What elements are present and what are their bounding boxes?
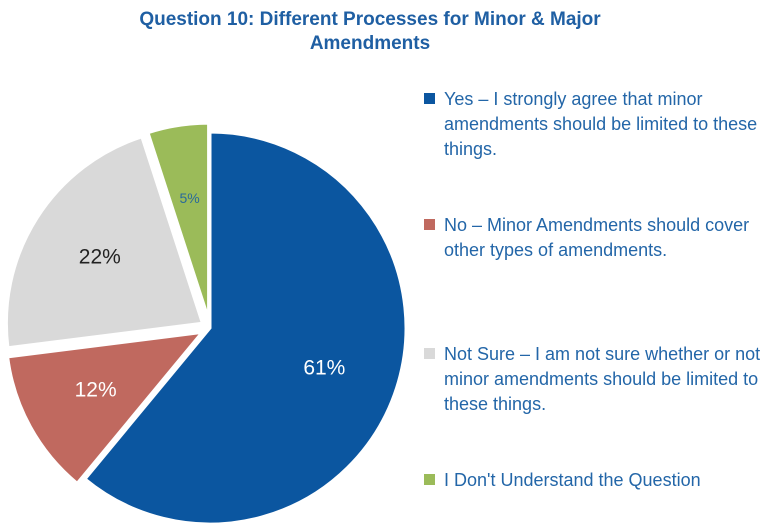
legend-swatch-no (424, 219, 435, 230)
legend-label-not-sure: Not Sure – I am not sure whether or not … (444, 344, 761, 414)
chart-title: Question 10: Different Processes for Min… (90, 8, 650, 56)
pie-slice-yes (82, 130, 408, 523)
legend-swatch-dont-understand (424, 474, 435, 485)
chart-title-line-1: Question 10: Different Processes for Min… (139, 9, 601, 30)
pie-slice-no (5, 330, 206, 486)
legend-label-dont-understand: I Don't Understand the Question (444, 470, 701, 490)
data-label-yes: 61% (303, 357, 345, 380)
pie-slice-dont-understand (146, 121, 211, 320)
legend-swatch-yes (424, 93, 435, 104)
pie-slice-not-sure (4, 134, 205, 350)
data-label-no: 12% (75, 378, 117, 401)
legend-label-no: No – Minor Amendments should cover other… (444, 215, 750, 260)
data-label-not-sure: 22% (79, 246, 121, 269)
legend-swatch-not-sure (424, 348, 435, 359)
data-label-dont-understand: 5% (179, 190, 199, 206)
chart-title-line-2: Amendments (309, 33, 431, 54)
legend-label-yes: Yes – I strongly agree that minor amendm… (444, 89, 758, 159)
